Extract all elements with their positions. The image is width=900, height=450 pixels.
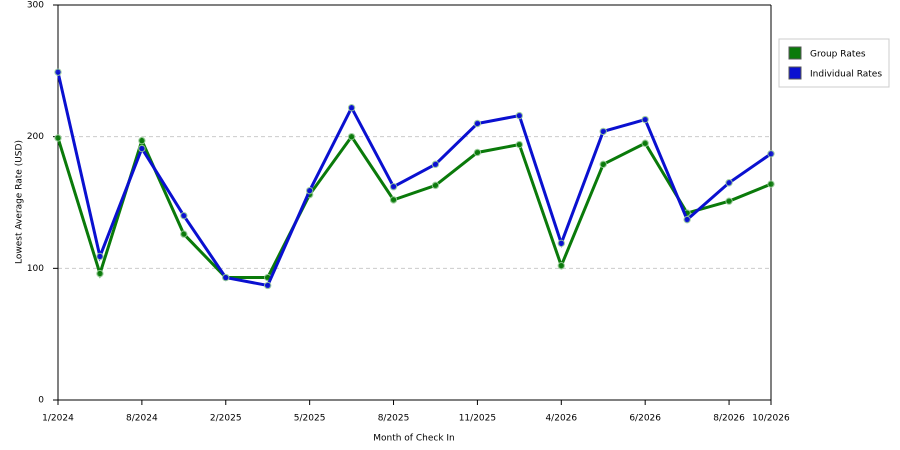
x-tick-label: 8/2024: [126, 414, 158, 424]
data-point: [683, 215, 691, 224]
data-point: [515, 140, 524, 149]
legend-label: Individual Rates: [810, 70, 882, 80]
data-point: [347, 132, 356, 141]
data-point: [264, 281, 272, 290]
data-point: [767, 150, 775, 158]
data-point: [599, 127, 607, 136]
data-point: [431, 181, 440, 190]
x-axis-label: Month of Check In: [373, 434, 455, 444]
data-point: [305, 186, 314, 195]
y-tick-label: 100: [27, 264, 44, 274]
data-point: [725, 197, 733, 205]
series-line: [56, 134, 772, 280]
legend-box: [778, 38, 890, 88]
data-point: [389, 196, 398, 204]
data-point: [180, 230, 188, 238]
data-point: [473, 119, 482, 128]
data-point: [54, 134, 62, 142]
data-point: [557, 262, 565, 270]
x-tick-label: 10/2026: [752, 414, 790, 424]
data-point: [138, 144, 146, 153]
data-point: [515, 111, 524, 120]
data-point: [222, 273, 230, 282]
x-tick-label: 1/2024: [42, 414, 74, 424]
legend-swatch: [788, 66, 802, 80]
data-point: [599, 160, 607, 169]
data-point: [557, 239, 565, 248]
data-point: [347, 104, 356, 112]
series-line: [56, 71, 772, 288]
x-tick-label: 4/2026: [545, 414, 577, 424]
data-point: [138, 136, 146, 145]
data-point: [54, 68, 62, 76]
x-tick-label: 8/2026: [713, 414, 745, 424]
data-point: [389, 183, 398, 191]
data-point: [767, 180, 775, 188]
data-point: [180, 211, 188, 220]
x-tick-label: 5/2025: [294, 414, 326, 424]
y-tick-label: 0: [38, 396, 44, 406]
data-point: [725, 179, 733, 187]
y-tick-label: 200: [27, 132, 44, 142]
y-axis-label: Lowest Average Rate (USD): [15, 140, 25, 264]
data-point: [641, 115, 649, 124]
x-tick-label: 8/2025: [378, 414, 410, 424]
data-point: [641, 139, 649, 147]
legend-label: Group Rates: [810, 50, 866, 60]
data-point: [473, 148, 482, 157]
data-point: [96, 252, 104, 261]
x-tick-label: 6/2026: [629, 414, 661, 424]
legend-swatch: [788, 46, 802, 60]
x-tick-label: 11/2025: [459, 414, 496, 424]
y-tick-label: 300: [27, 1, 44, 11]
x-tick-label: 2/2025: [210, 414, 242, 424]
data-point: [96, 269, 104, 278]
data-point: [431, 160, 440, 169]
